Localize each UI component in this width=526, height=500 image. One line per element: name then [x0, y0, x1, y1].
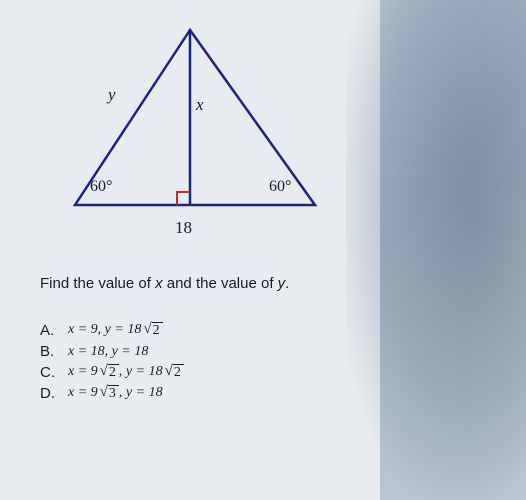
- label-y: y: [108, 85, 116, 105]
- option-letter-a: A.: [40, 322, 68, 339]
- option-b[interactable]: B. x = 18, y = 18: [40, 343, 340, 360]
- question-suffix: .: [285, 275, 289, 292]
- option-text-b: x = 18, y = 18: [68, 344, 148, 360]
- option-c[interactable]: C. x = 9√2, y = 18√2: [40, 364, 340, 381]
- option-letter-c: C.: [40, 364, 68, 381]
- option-c-rad2: 2: [173, 364, 184, 380]
- label-base: 18: [175, 218, 192, 238]
- question-text: Find the value of x and the value of y.: [40, 275, 340, 292]
- option-c-pre1: x = 9: [68, 364, 98, 379]
- triangle-svg: [40, 20, 340, 230]
- right-angle-marker: [177, 192, 190, 205]
- option-d-rad1: 3: [108, 385, 119, 401]
- question-prefix: Find the value of: [40, 275, 155, 292]
- option-a[interactable]: A. x = 9, y = 18√2: [40, 322, 340, 339]
- option-letter-b: B.: [40, 343, 68, 360]
- option-c-mid: , y = 18: [119, 364, 163, 379]
- label-angle-right: 60°: [269, 178, 291, 196]
- answer-options: A. x = 9, y = 18√2 B. x = 18, y = 18 C. …: [40, 322, 340, 402]
- option-d[interactable]: D. x = 9√3, y = 18: [40, 385, 340, 402]
- sqrt-icon: √2: [143, 322, 162, 338]
- option-d-pre1: x = 9: [68, 385, 98, 400]
- label-x: x: [196, 95, 204, 115]
- sqrt-icon: √2: [165, 364, 184, 380]
- question-mid: and the value of: [163, 275, 278, 292]
- option-d-mid: , y = 18: [119, 385, 163, 400]
- option-a-pre: x = 9, y = 18: [68, 322, 141, 337]
- worksheet-area: y x 60° 60° 18 Find the value of x and t…: [0, 0, 380, 500]
- triangle-diagram: y x 60° 60° 18: [40, 20, 340, 240]
- label-angle-left: 60°: [90, 178, 112, 196]
- question-var-x: x: [155, 275, 163, 292]
- sqrt-icon: √2: [100, 364, 119, 380]
- option-text-a: x = 9, y = 18√2: [68, 322, 163, 338]
- option-c-rad1: 2: [108, 364, 119, 380]
- sqrt-icon: √3: [100, 385, 119, 401]
- option-text-d: x = 9√3, y = 18: [68, 385, 163, 401]
- option-letter-d: D.: [40, 385, 68, 402]
- option-a-rad: 2: [152, 322, 163, 338]
- option-text-c: x = 9√2, y = 18√2: [68, 364, 184, 380]
